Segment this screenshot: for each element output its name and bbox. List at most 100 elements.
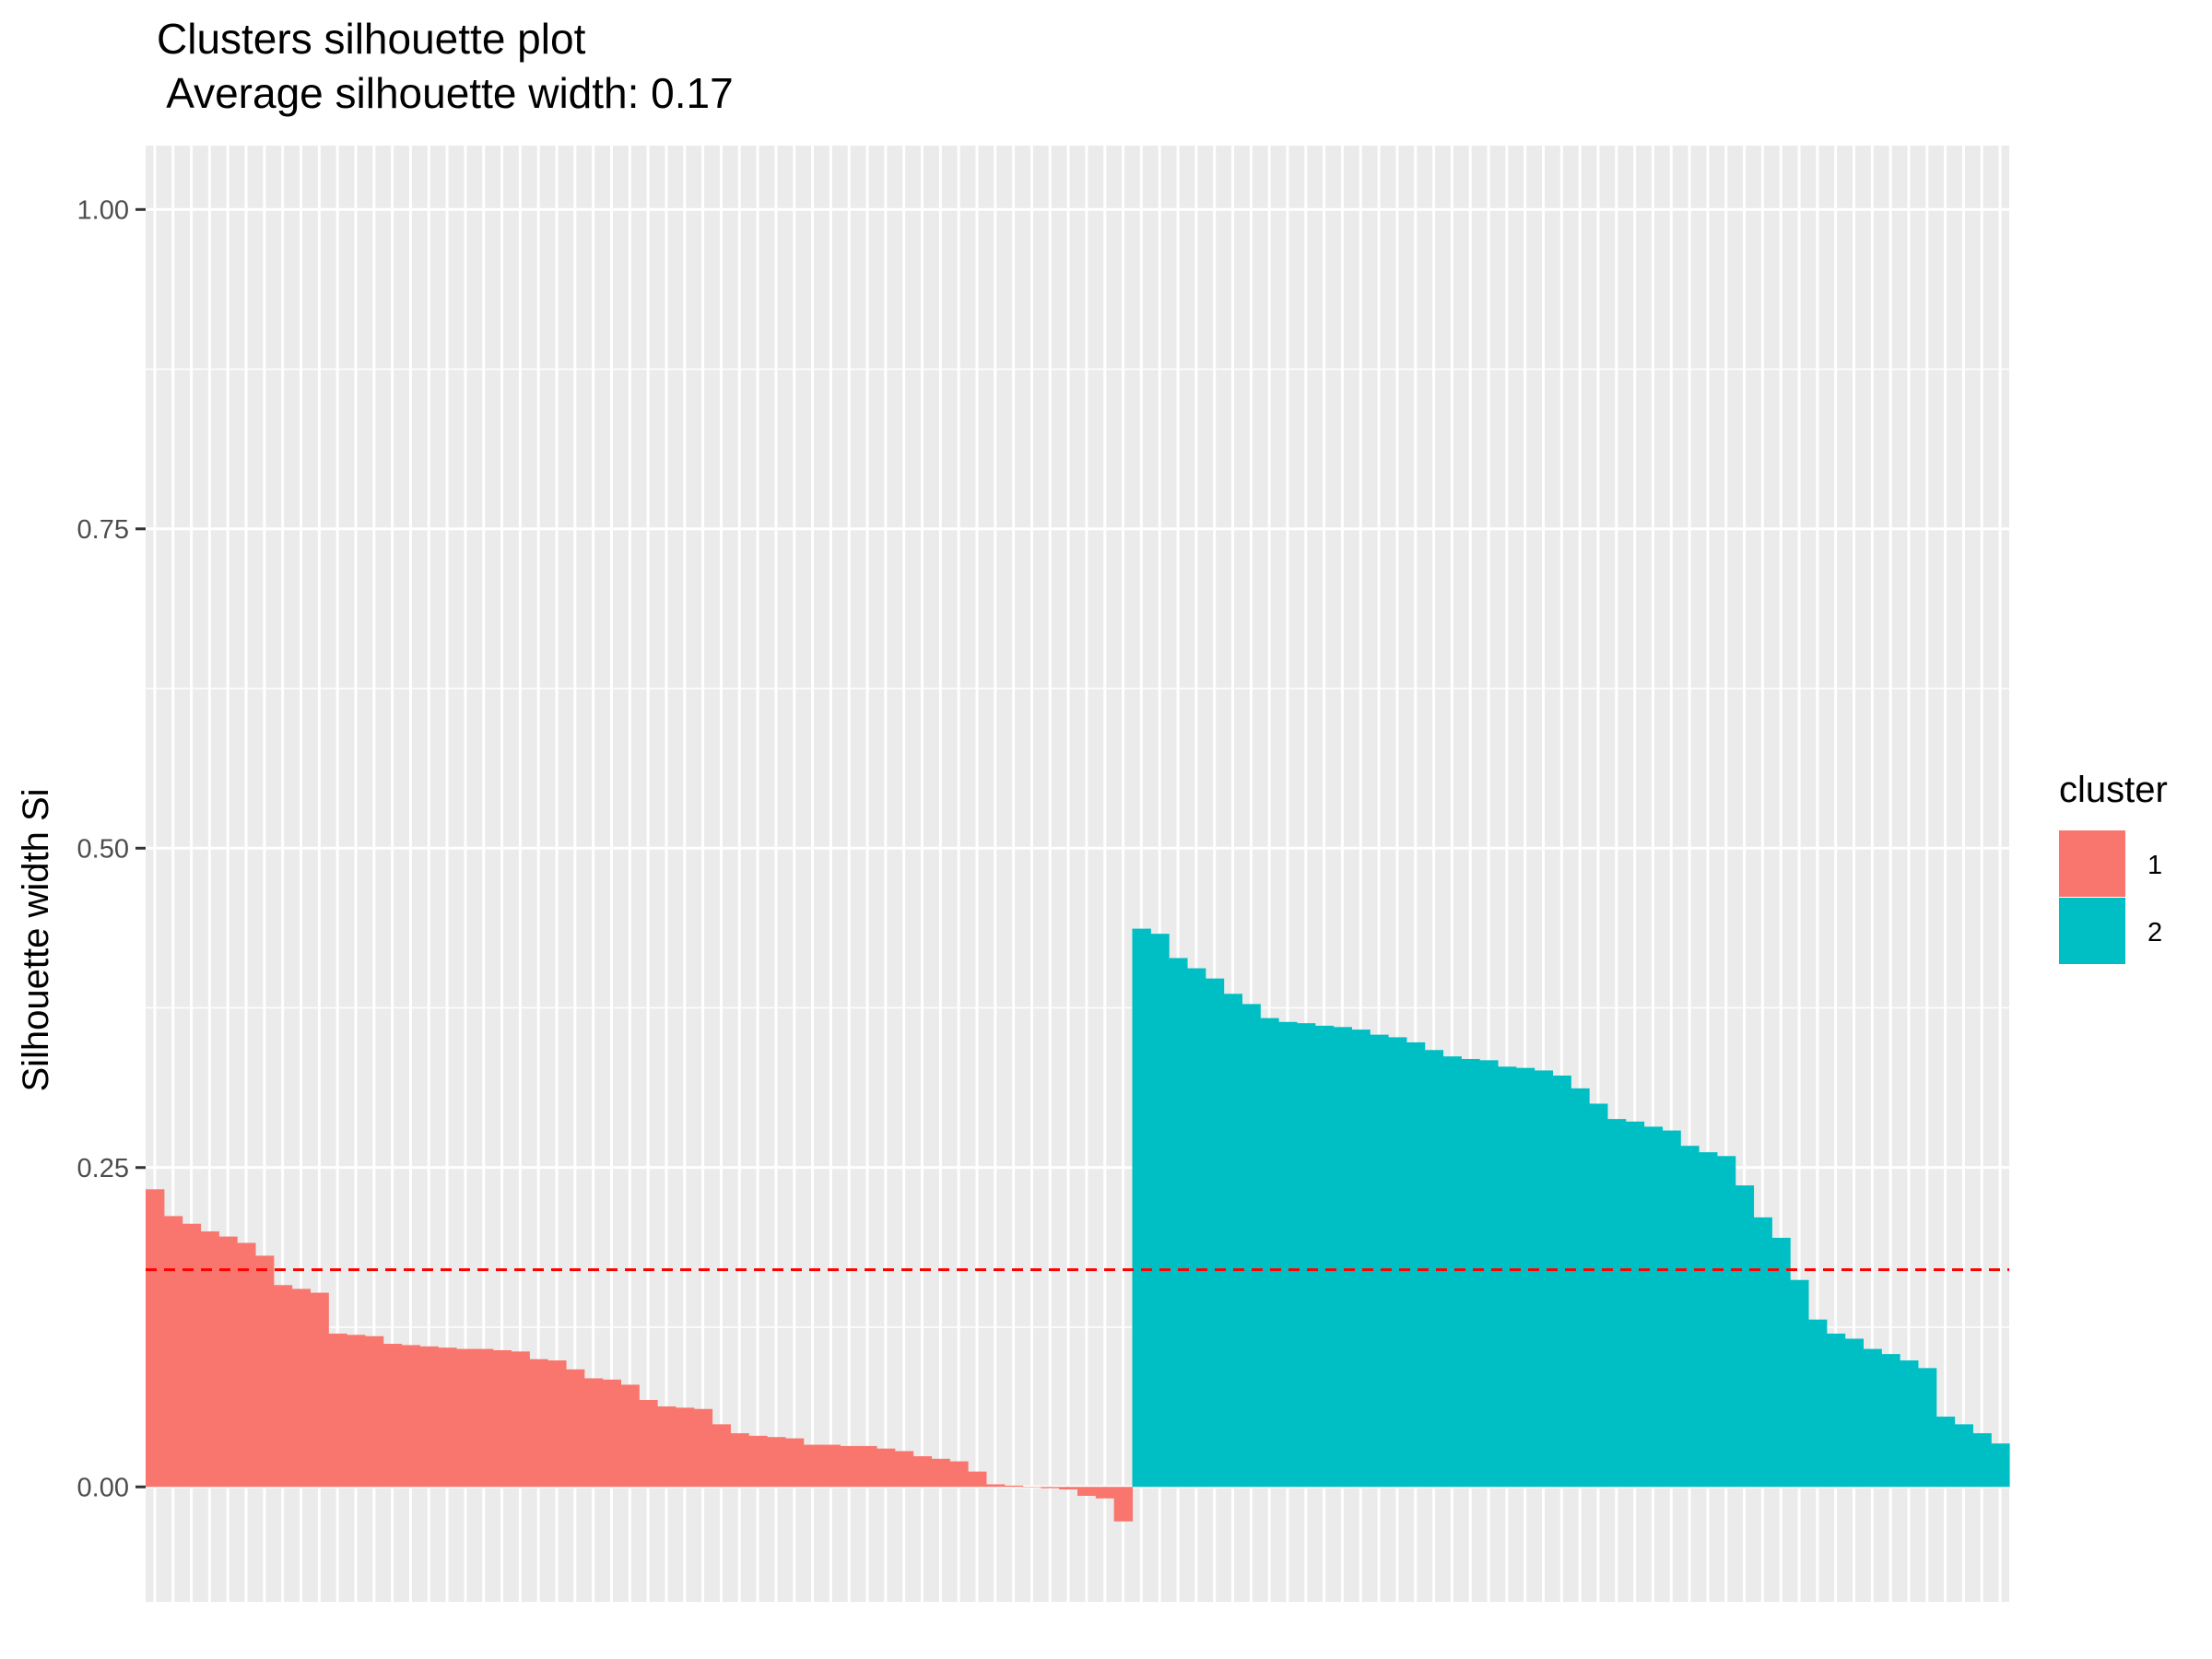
silhouette-bar-cluster-1	[565, 1369, 585, 1488]
bars	[146, 928, 2010, 1522]
silhouette-bar-cluster-1	[712, 1424, 731, 1488]
silhouette-bar-cluster-2	[1790, 1279, 1809, 1488]
y-tick-label: 0.50	[77, 834, 129, 864]
silhouette-bar-cluster-1	[146, 1189, 165, 1488]
silhouette-bar-cluster-2	[1991, 1443, 2010, 1488]
silhouette-bar-cluster-1	[639, 1400, 658, 1488]
silhouette-bar-cluster-1	[748, 1435, 768, 1488]
silhouette-bar-cluster-2	[1699, 1152, 1718, 1488]
silhouette-bar-cluster-1	[949, 1461, 969, 1488]
silhouette-bar-cluster-2	[1936, 1417, 1956, 1488]
silhouette-bar-cluster-2	[1881, 1354, 1900, 1488]
silhouette-bar-cluster-1	[474, 1348, 494, 1488]
silhouette-bar-cluster-2	[1863, 1348, 1882, 1488]
y-tick-label: 0.25	[77, 1154, 129, 1183]
silhouette-bar-cluster-2	[1662, 1130, 1681, 1488]
silhouette-bar-cluster-2	[1479, 1060, 1499, 1488]
silhouette-bar-cluster-1	[840, 1445, 859, 1488]
silhouette-bar-cluster-1	[821, 1444, 841, 1488]
silhouette-bar-cluster-1	[968, 1471, 987, 1488]
silhouette-bar-cluster-2	[1515, 1067, 1535, 1488]
silhouette-bar-cluster-2	[1753, 1217, 1772, 1488]
silhouette-bar-cluster-2	[1552, 1075, 1571, 1488]
silhouette-bar-cluster-2	[1406, 1041, 1426, 1488]
silhouette-bar-cluster-2	[1900, 1360, 1919, 1488]
silhouette-bar-cluster-1	[273, 1285, 293, 1488]
silhouette-bar-cluster-1	[347, 1335, 366, 1488]
silhouette-bar-cluster-2	[1643, 1126, 1663, 1488]
silhouette-bar-cluster-1	[419, 1346, 439, 1488]
silhouette-bar-cluster-1	[894, 1451, 914, 1488]
silhouette-bar-cluster-1	[784, 1438, 805, 1488]
silhouette-bar-cluster-1	[529, 1359, 548, 1488]
silhouette-bar-cluster-1	[1113, 1487, 1134, 1522]
silhouette-bar-cluster-2	[1241, 1004, 1261, 1488]
silhouette-bar-cluster-2	[1771, 1238, 1791, 1488]
silhouette-bar-cluster-2	[1370, 1034, 1389, 1488]
silhouette-bar-cluster-1	[583, 1378, 604, 1488]
silhouette-bar-cluster-1	[1095, 1487, 1115, 1499]
silhouette-bar-cluster-2	[1186, 968, 1206, 1488]
silhouette-bar-cluster-2	[1917, 1368, 1937, 1488]
silhouette-bar-cluster-1	[1022, 1487, 1041, 1488]
silhouette-bar-cluster-2	[1606, 1119, 1627, 1488]
silhouette-bar-cluster-2	[1680, 1146, 1700, 1488]
silhouette-bar-cluster-1	[657, 1406, 677, 1488]
silhouette-bar-cluster-2	[1278, 1021, 1298, 1488]
silhouette-bar-cluster-1	[438, 1347, 457, 1488]
silhouette-bar-cluster-2	[1954, 1424, 1973, 1488]
silhouette-bar-cluster-1	[492, 1349, 512, 1488]
silhouette-bar-cluster-2	[1716, 1156, 1736, 1488]
silhouette-bar-cluster-1	[310, 1292, 329, 1488]
legend-title: cluster	[2059, 770, 2168, 810]
silhouette-bar-cluster-1	[328, 1333, 347, 1488]
silhouette-bar-cluster-2	[1442, 1056, 1462, 1488]
legend-key-1	[2059, 830, 2125, 897]
silhouette-bar-cluster-2	[1314, 1025, 1335, 1488]
silhouette-bar-cluster-2	[1844, 1338, 1865, 1488]
silhouette-bar-cluster-1	[767, 1437, 786, 1488]
silhouette-bar-cluster-1	[218, 1236, 238, 1488]
silhouette-bar-cluster-1	[730, 1433, 749, 1488]
legend-label-2: 2	[2147, 918, 2162, 947]
silhouette-bar-cluster-1	[803, 1444, 823, 1488]
silhouette-bar-cluster-2	[1260, 1018, 1279, 1488]
silhouette-bar-cluster-1	[985, 1484, 1006, 1488]
silhouette-bar-cluster-1	[401, 1345, 420, 1488]
silhouette-bar-cluster-2	[1205, 978, 1225, 1488]
y-tick-label: 1.00	[77, 195, 129, 225]
legend-label-1: 1	[2147, 851, 2162, 880]
silhouette-bar-cluster-2	[1625, 1121, 1645, 1488]
silhouette-bar-cluster-2	[1169, 958, 1188, 1488]
silhouette-bar-cluster-2	[1424, 1050, 1444, 1488]
silhouette-bar-cluster-1	[1004, 1485, 1024, 1488]
silhouette-bar-cluster-2	[1132, 928, 1151, 1488]
chart-subtitle: Average silhouette width: 0.17	[157, 69, 734, 117]
chart-title: Clusters silhouette plot	[157, 15, 586, 63]
y-axis-title: Silhouette width Si	[16, 788, 56, 1091]
silhouette-bar-cluster-1	[1077, 1487, 1097, 1496]
silhouette-bar-cluster-2	[1534, 1070, 1554, 1488]
legend: cluster 1 2	[2059, 770, 2168, 964]
silhouette-bar-cluster-2	[1461, 1058, 1480, 1488]
silhouette-bar-cluster-1	[876, 1448, 896, 1488]
silhouette-bar-cluster-1	[291, 1288, 312, 1488]
y-tick-label: 0.00	[77, 1473, 129, 1502]
silhouette-bar-cluster-2	[1351, 1030, 1371, 1488]
silhouette-bar-cluster-1	[931, 1458, 950, 1488]
silhouette-bar-cluster-1	[675, 1407, 695, 1488]
silhouette-bar-cluster-2	[1497, 1066, 1517, 1488]
silhouette-bar-cluster-1	[1041, 1487, 1060, 1488]
silhouette-bar-cluster-2	[1735, 1185, 1755, 1488]
silhouette-bar-cluster-2	[1388, 1037, 1407, 1488]
legend-key-2	[2059, 898, 2125, 964]
silhouette-bar-cluster-2	[1826, 1333, 1846, 1488]
silhouette-bar-cluster-2	[1807, 1319, 1828, 1488]
silhouette-bar-cluster-1	[200, 1231, 219, 1488]
silhouette-bar-cluster-2	[1223, 994, 1243, 1488]
silhouette-bar-cluster-1	[547, 1360, 567, 1488]
silhouette-bar-cluster-1	[456, 1348, 476, 1488]
silhouette-bar-cluster-2	[1589, 1103, 1608, 1488]
silhouette-bar-cluster-1	[858, 1445, 877, 1488]
